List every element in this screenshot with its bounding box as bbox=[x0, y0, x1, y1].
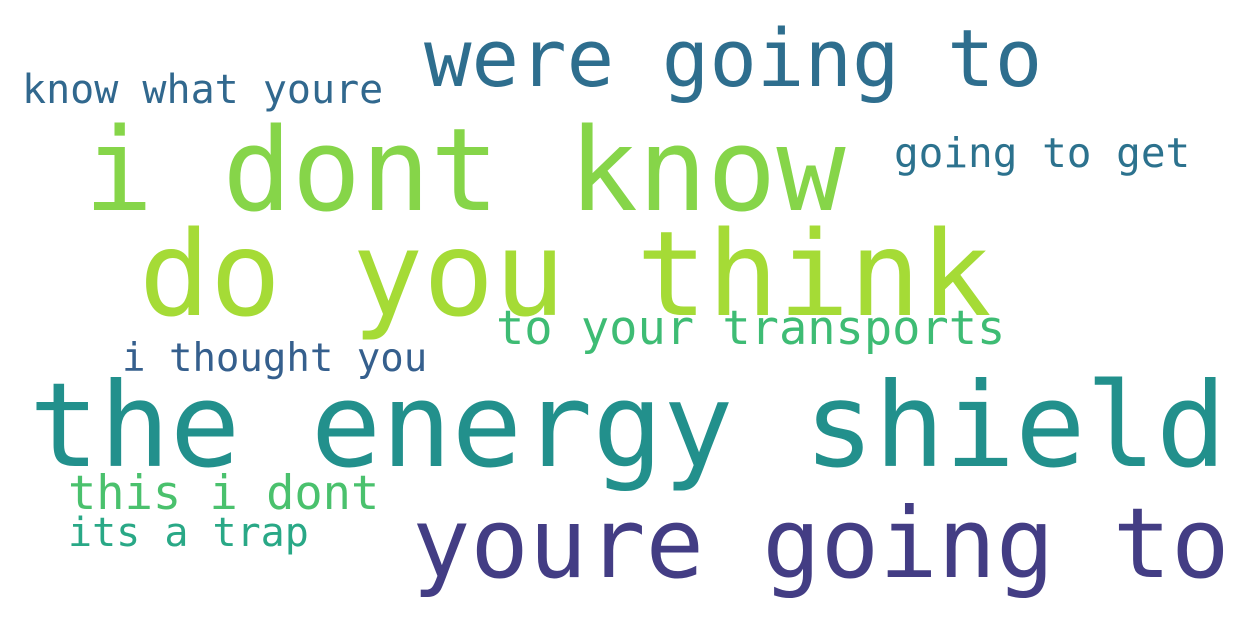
word-its-a-trap: its a trap bbox=[68, 510, 309, 556]
word-do-you-think: do you think bbox=[139, 205, 992, 343]
word-were-going-to: were going to bbox=[424, 13, 1043, 105]
word-youre-going-to: youre going to bbox=[412, 487, 1230, 600]
word-to-your-transports: to your transports bbox=[496, 301, 1006, 356]
word-know-what-youre: know what youre bbox=[22, 67, 384, 113]
word-going-to-get: going to get bbox=[894, 129, 1191, 177]
word-i-thought-you: i thought you bbox=[122, 336, 428, 381]
word-the-energy-shield: the energy shield bbox=[29, 357, 1227, 494]
word-this-i-dont: this i dont bbox=[68, 466, 380, 521]
word-i-dont-know: i dont know bbox=[84, 104, 846, 238]
